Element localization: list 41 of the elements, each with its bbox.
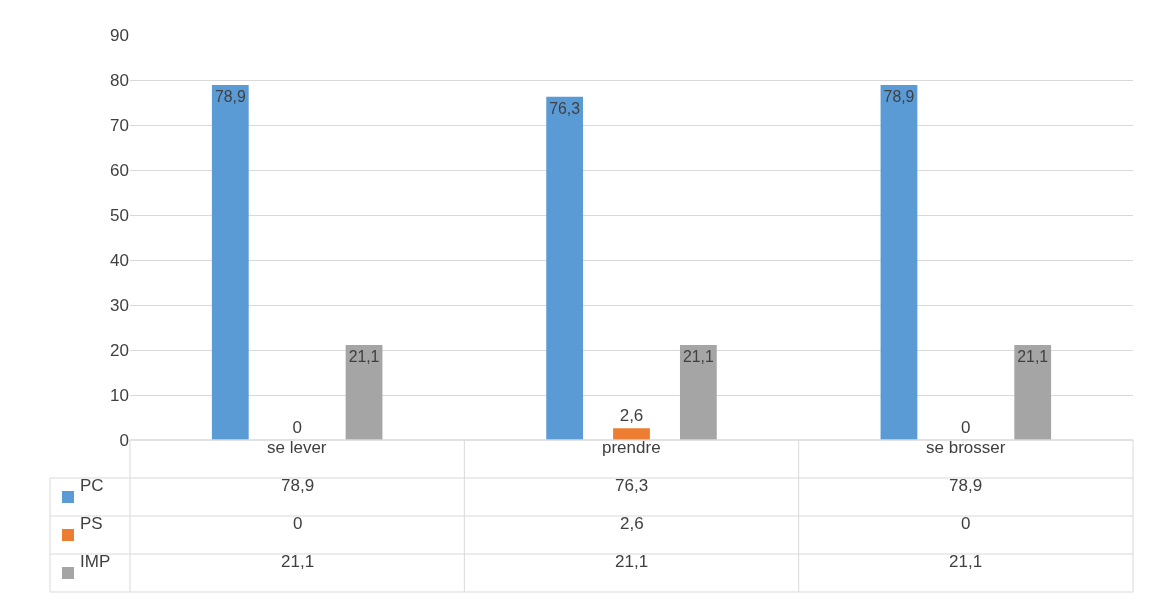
data-label: 76,3 [615, 476, 649, 495]
x-tick-label: se lever [267, 438, 327, 457]
y-tick-label: 80 [110, 70, 129, 90]
y-tick-label: 60 [110, 160, 129, 180]
text: 2,6 [619, 406, 644, 426]
text: 0 [961, 418, 971, 437]
bar [546, 96, 584, 440]
text: 21,1 [682, 348, 714, 365]
text: 78,9 [214, 87, 246, 105]
legend-label: PS [80, 514, 103, 533]
y-tick-label: 10 [110, 385, 129, 405]
bar [679, 345, 717, 440]
y-tick-label: 70 [110, 115, 129, 135]
text: 21,1 [1017, 348, 1049, 365]
legend-label: PC [80, 476, 104, 495]
data-label: 78,9 [281, 476, 315, 495]
y-tick-label: 0 [119, 430, 129, 450]
bar [880, 84, 918, 440]
bar [345, 345, 383, 440]
text: 76,3 [549, 99, 581, 117]
data-label: 0 [293, 514, 303, 533]
bar [613, 428, 650, 440]
legend-label: IMP [80, 552, 111, 571]
y-tick-label: 50 [110, 205, 129, 225]
data-label: 2,6 [620, 514, 644, 533]
bar [1014, 345, 1052, 440]
data-label: 0 [961, 514, 971, 533]
x-tick-label: prendre [602, 438, 661, 457]
text: 78,9 [883, 87, 915, 105]
data-label: 21,1 [281, 552, 315, 571]
y-tick-label: 30 [110, 295, 129, 315]
y-tick-label: 20 [110, 340, 129, 360]
text: 21,1 [348, 348, 380, 365]
x-tick-label: se brosser [926, 438, 1006, 457]
bar [211, 84, 249, 440]
y-tick-label: 40 [110, 250, 129, 270]
text: 0 [292, 418, 302, 437]
data-label: 21,1 [615, 552, 649, 571]
y-tick-label: 90 [110, 25, 129, 45]
data-label: 78,9 [949, 476, 983, 495]
data-label: 21,1 [949, 552, 983, 571]
